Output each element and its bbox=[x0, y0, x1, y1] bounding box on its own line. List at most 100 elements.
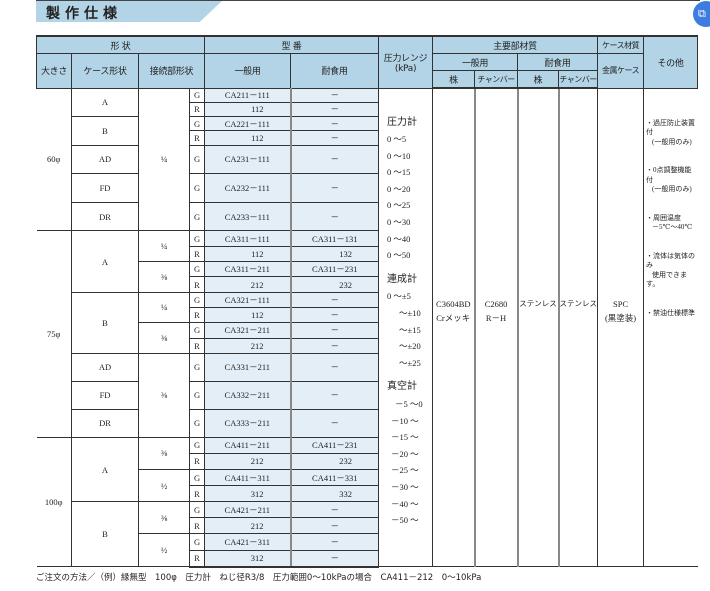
connection-cell: ½ bbox=[138, 469, 190, 503]
thread-type-cell: G bbox=[188, 408, 206, 438]
connection-cell: ⅜ bbox=[138, 436, 190, 471]
table-row: ⅜ G CA311－211 CA311－231 bbox=[37, 261, 698, 293]
model-general-cell: CA211－111 bbox=[204, 87, 292, 103]
model-general-cell: CA333－211 bbox=[204, 408, 292, 438]
model-general-cell: CA421－211 bbox=[204, 501, 292, 519]
model-corrosion-cell: － bbox=[290, 322, 380, 339]
header-chamber: チャンバー bbox=[474, 70, 519, 89]
connection-cell: ⅜ bbox=[138, 501, 190, 535]
header-shape: 形 状 bbox=[35, 35, 206, 54]
model-corrosion-cell: 332 bbox=[290, 485, 380, 503]
case-shape-cell: FD bbox=[71, 173, 139, 203]
thread-type-cell: R bbox=[188, 549, 206, 568]
table-row: R 212 232 bbox=[37, 276, 698, 293]
top-rule bbox=[36, 0, 700, 1]
model-general-cell: 112 bbox=[204, 306, 292, 324]
model-general-cell: 112 bbox=[204, 245, 292, 263]
header-metal-case: 金属ケース bbox=[597, 53, 645, 89]
model-corrosion-cell: CA311－131 bbox=[290, 230, 380, 247]
case-shape-cell: B bbox=[71, 501, 139, 568]
thread-type-cell: R bbox=[188, 245, 206, 263]
model-corrosion-cell: － bbox=[290, 291, 380, 308]
table-row: ½ G CA421－311 － bbox=[37, 533, 698, 568]
model-corrosion-cell: － bbox=[290, 549, 380, 568]
header-materials: 主要部材質 bbox=[432, 35, 599, 54]
header-chamber: チャンバー bbox=[558, 70, 599, 89]
thread-type-cell: G bbox=[188, 533, 206, 551]
section-title-banner: 製作仕様 bbox=[36, 1, 222, 22]
header-connection: 接続部形状 bbox=[137, 53, 206, 89]
model-general-cell: CA232－111 bbox=[204, 173, 292, 203]
range-item: －50 ～ bbox=[391, 515, 419, 526]
range-item: －5 ～0 bbox=[395, 399, 423, 409]
model-corrosion-cell: － bbox=[290, 173, 380, 203]
size-cell: 60φ bbox=[36, 87, 72, 232]
table-row: B ⅜ G CA421－211 － bbox=[37, 501, 698, 568]
size-cell: 75φ bbox=[36, 230, 72, 438]
range-item: 0 ～50 bbox=[387, 250, 411, 261]
other-notes: ・過圧防止装置付 (一般用のみ) ・0点調整機能付 (一般用のみ) ・周囲温度 －5℃～4… bbox=[643, 87, 698, 568]
thread-type-cell: G bbox=[188, 116, 206, 132]
model-general-cell: 212 bbox=[204, 337, 292, 354]
model-general-cell: 112 bbox=[204, 101, 292, 118]
model-corrosion-cell: 232 bbox=[290, 452, 380, 471]
model-corrosion-cell: － bbox=[290, 352, 380, 382]
thread-type-cell: R bbox=[188, 517, 206, 535]
model-corrosion-cell: 132 bbox=[290, 245, 380, 263]
header-pressure-range: 圧力レンジ (kPa) bbox=[378, 35, 434, 89]
header-stem: 株 bbox=[517, 70, 560, 89]
case-shape-cell: A bbox=[71, 436, 139, 503]
compound-label: 連成計 bbox=[387, 273, 418, 285]
model-general-cell: CA411－311 bbox=[204, 469, 292, 487]
connection-cell: ⅜ bbox=[138, 322, 190, 354]
connection-cell: ⅜ bbox=[138, 352, 190, 438]
model-corrosion-cell: － bbox=[290, 408, 380, 438]
model-corrosion-cell: － bbox=[290, 87, 380, 103]
connection-cell: ¼ bbox=[138, 291, 190, 324]
order-example: ご注文の方法／（例）縁無型 100φ 圧力計 ねじ径R3/8 圧力範囲0～10k… bbox=[36, 573, 482, 583]
model-corrosion-cell: － bbox=[290, 116, 380, 132]
connection-cell: ½ bbox=[138, 533, 190, 568]
table-row: B G CA221－111 － bbox=[37, 116, 698, 146]
pressure-range-cell: 圧力計 0 ～5 0 ～10 0 ～15 0 ～20 0 ～25 0 ～30 0 ～40 0 ～… bbox=[378, 87, 434, 568]
range-item: 0 ～5 bbox=[387, 134, 407, 145]
header-mat-corrosion: 耐食用 bbox=[517, 53, 599, 71]
connection-cell: ¼ bbox=[138, 87, 190, 232]
table-row: B ¼ G CA321－111 － bbox=[37, 291, 698, 354]
range-item: 0 ～20 bbox=[387, 183, 411, 194]
header-model: 型 番 bbox=[204, 35, 380, 54]
thread-type-cell: G bbox=[188, 87, 206, 103]
table-row: R 112 － bbox=[37, 101, 698, 118]
table-row: 60φ A ¼ G CA211－111 －圧力計 0 ～5 0 ～10 0 ～15 0 ～20 0 … bbox=[36, 87, 698, 568]
thread-type-cell: G bbox=[188, 230, 206, 247]
header-size: 大きさ bbox=[36, 53, 72, 89]
range-item: 0 ～40 bbox=[387, 233, 411, 244]
thread-type-cell: G bbox=[188, 469, 206, 487]
model-general-cell: 112 bbox=[204, 130, 292, 146]
range-item: 0 ～10 bbox=[387, 150, 411, 161]
header-general: 一般用 bbox=[204, 53, 292, 89]
thread-type-cell: R bbox=[188, 337, 206, 354]
range-item: ～±15 bbox=[399, 324, 421, 335]
model-general-cell: 212 bbox=[204, 517, 292, 535]
case-shape-cell: FD bbox=[71, 380, 139, 410]
header-other: その他 bbox=[643, 35, 699, 89]
copy-icon[interactable]: ⧉ bbox=[693, 1, 710, 27]
thread-type-cell: R bbox=[188, 130, 206, 146]
model-corrosion-cell: － bbox=[290, 130, 380, 146]
general-chamber-material: C2680 R－H bbox=[474, 87, 519, 568]
table-row: R 112 － bbox=[37, 130, 698, 146]
case-shape-cell: DR bbox=[71, 408, 139, 438]
model-general-cell: CA332－211 bbox=[204, 380, 292, 410]
thread-type-cell: G bbox=[188, 322, 206, 339]
general-stem-material: C3604BD Crメッキ bbox=[432, 87, 476, 568]
model-general-cell: CA321－111 bbox=[204, 291, 292, 308]
header-mat-general: 一般用 bbox=[432, 53, 519, 71]
model-corrosion-cell: － bbox=[290, 306, 380, 324]
table-row: R 212 － bbox=[37, 517, 698, 535]
spec-table: 形 状 型 番 圧力レンジ (kPa) 主要部材質 ケース材質 その他 大きさ ケ… bbox=[35, 35, 699, 568]
model-general-cell: CA233－111 bbox=[204, 201, 292, 232]
note-item: ・周囲温度 －5℃～40℃ bbox=[646, 213, 693, 232]
note-item: ・流体は気体のみ 使用できます。 bbox=[646, 251, 696, 289]
range-item: －20 ～ bbox=[391, 448, 419, 459]
